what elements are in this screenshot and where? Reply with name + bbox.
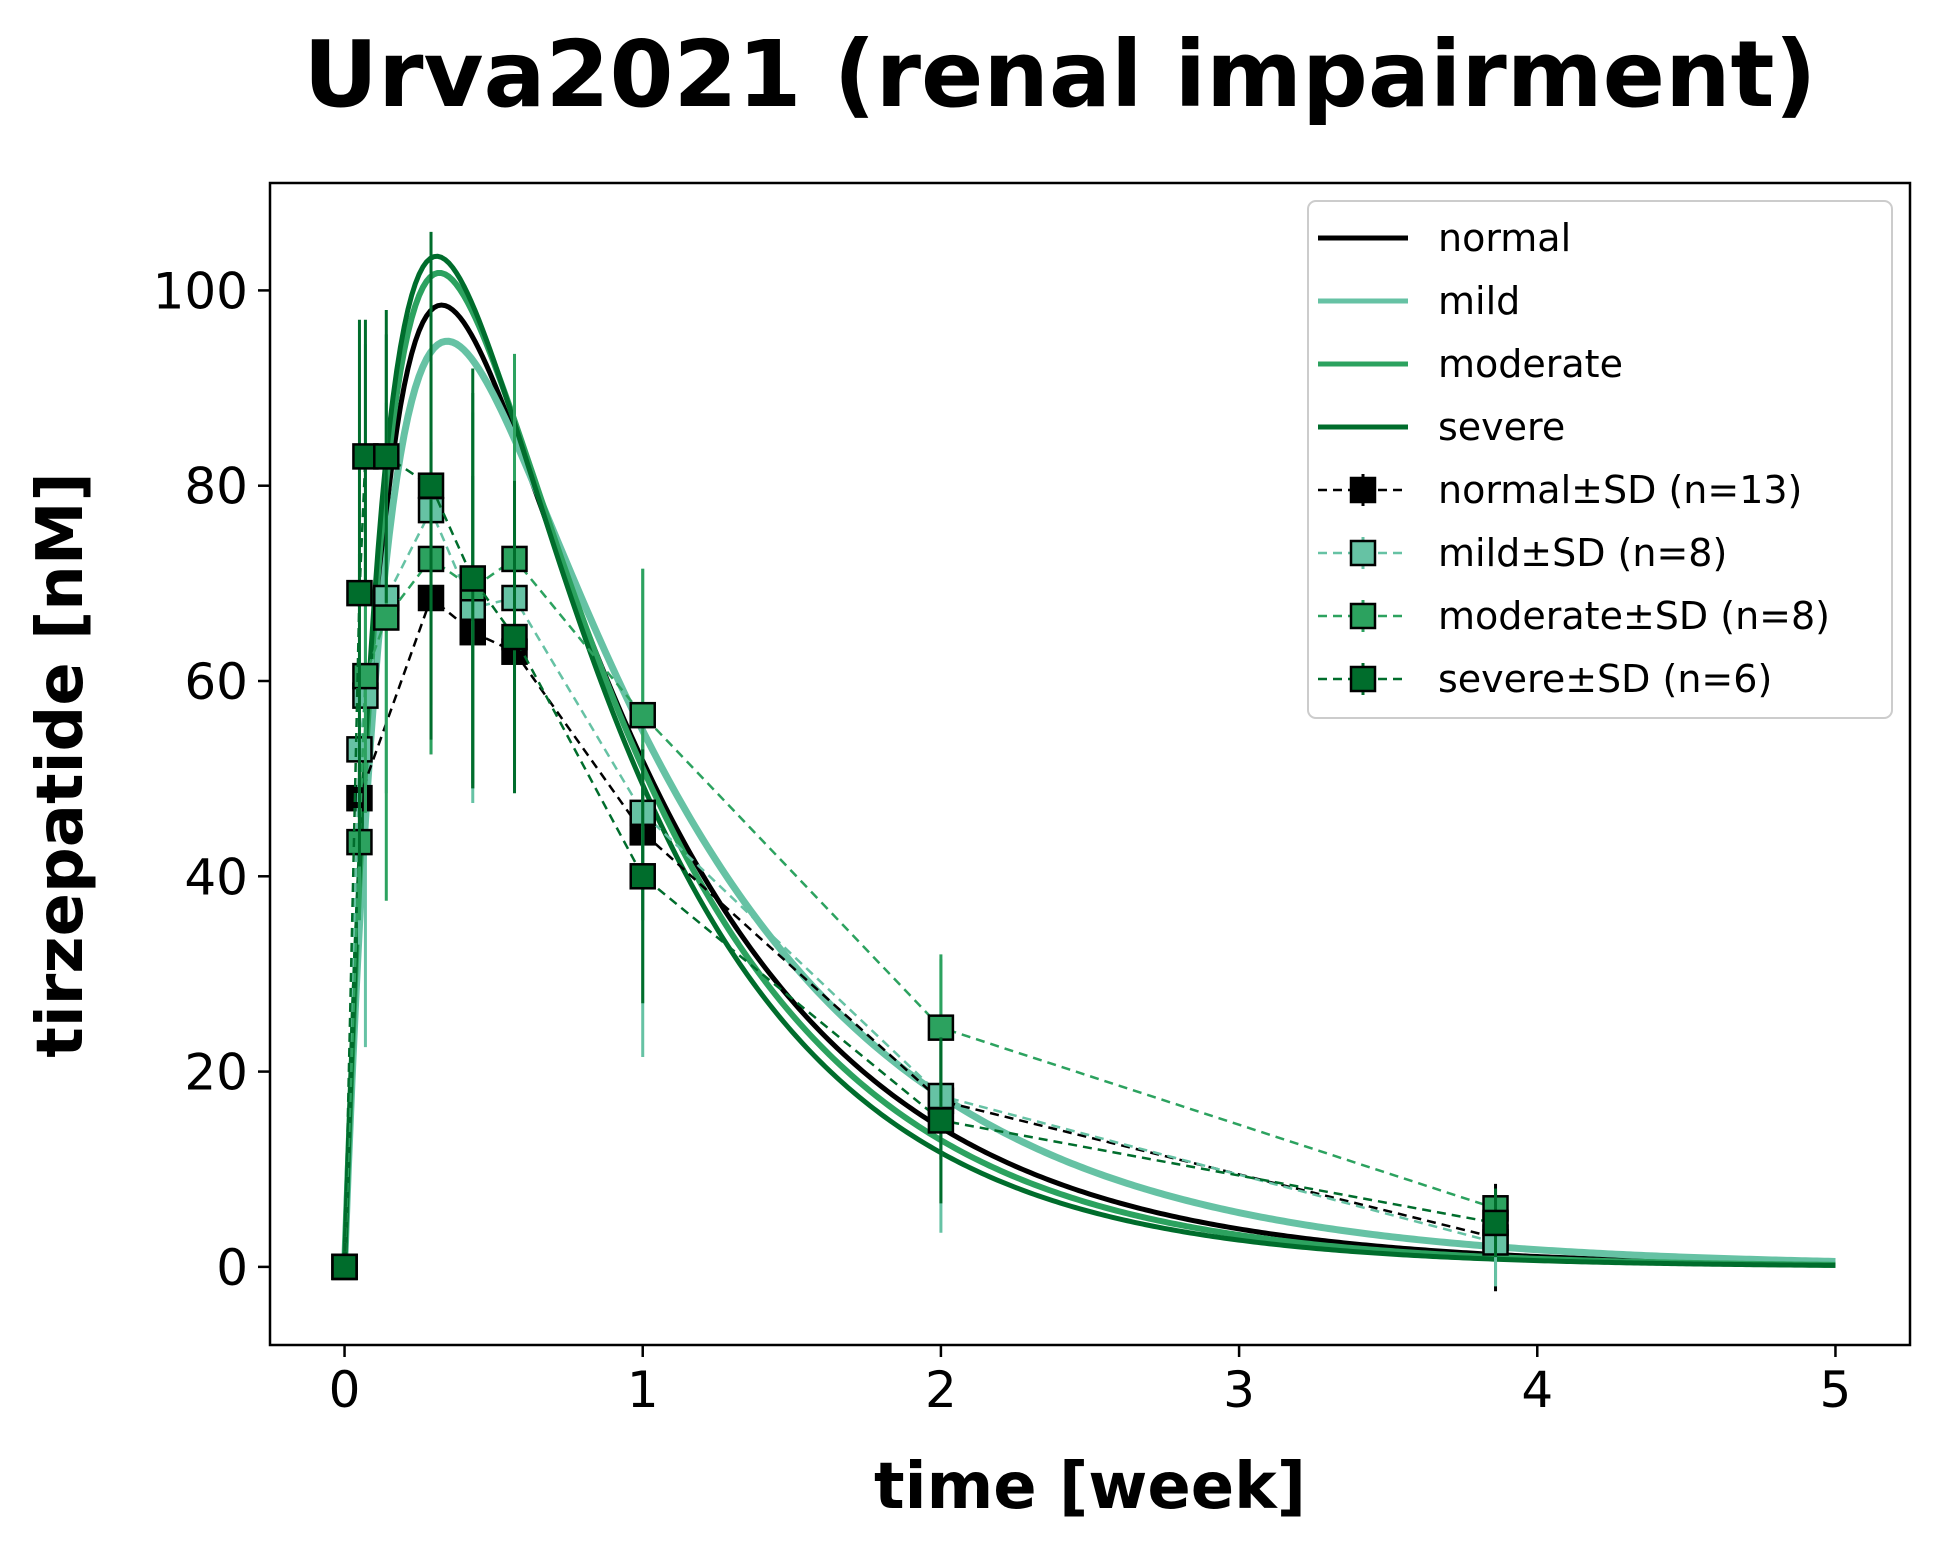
chart-title: Urva2021 (renal impairment) xyxy=(303,21,1816,128)
y-tick-label: 20 xyxy=(184,1044,248,1102)
legend-label: severe xyxy=(1438,405,1565,449)
y-tick-label: 40 xyxy=(184,848,248,906)
legend-item-moderate: moderate xyxy=(1318,342,1623,386)
data-point xyxy=(927,1014,955,1041)
x-axis: 0 1 2 3 4 5 xyxy=(329,1345,1852,1419)
x-tick-label: 4 xyxy=(1521,1361,1553,1419)
y-tick-label: 60 xyxy=(184,653,248,711)
legend-marker xyxy=(1349,476,1377,504)
legend: normal mild moderate severe normal±SD (n=13)… xyxy=(1307,200,1893,719)
y-tick-label: 80 xyxy=(184,458,248,516)
legend-item-normal-sd-n-13: normal±SD (n=13) xyxy=(1318,468,1802,512)
x-tick-label: 0 xyxy=(329,1361,361,1419)
legend-label: normal xyxy=(1438,216,1571,260)
data-point xyxy=(459,565,487,592)
data-point xyxy=(1482,1209,1509,1237)
y-tick-label: 100 xyxy=(153,262,248,320)
model-line-mild xyxy=(341,337,1836,1268)
data-point xyxy=(373,604,400,631)
legend-box xyxy=(1307,200,1893,719)
legend-label: severe±SD (n=6) xyxy=(1438,657,1772,701)
x-tick-label: 3 xyxy=(1223,1361,1255,1419)
x-tick-label: 5 xyxy=(1820,1361,1852,1419)
plot-frame xyxy=(268,181,1912,1347)
model-line-severe xyxy=(342,253,1836,1268)
data-line xyxy=(343,595,1496,1267)
data-line xyxy=(343,557,1496,1267)
data-line xyxy=(343,455,1496,1267)
data-point xyxy=(346,579,373,607)
legend-marker xyxy=(1349,602,1377,630)
x-tick-label: 2 xyxy=(925,1361,957,1419)
data-point xyxy=(501,623,528,651)
legend-label: moderate xyxy=(1438,342,1623,386)
x-axis-label: time [week] xyxy=(874,1450,1306,1524)
legend-item-mild: mild xyxy=(1318,279,1520,323)
data-point xyxy=(927,1107,955,1134)
data-point xyxy=(629,863,656,890)
y-axis: 0 20 40 60 80 100 xyxy=(153,262,270,1297)
data-point xyxy=(373,443,400,470)
data-point xyxy=(352,662,379,690)
data-point xyxy=(417,472,445,499)
legend-item-normal: normal xyxy=(1318,216,1571,260)
data-line xyxy=(343,507,1496,1267)
y-axis-label: tirzepatide [nM] xyxy=(24,472,98,1058)
legend-item-severe-sd-n-6: severe±SD (n=6) xyxy=(1318,657,1772,701)
x-tick-label: 1 xyxy=(627,1361,659,1419)
legend-item-mild-sd-n-8: mild±SD (n=8) xyxy=(1318,531,1727,575)
legend-label: normal±SD (n=13) xyxy=(1438,468,1802,512)
legend-label: moderate±SD (n=8) xyxy=(1438,594,1830,638)
data-series-severe-sd-n-6 xyxy=(331,231,1509,1281)
legend-marker xyxy=(1349,539,1377,567)
y-tick-label: 0 xyxy=(216,1239,248,1297)
data-point xyxy=(331,1253,358,1281)
legend-item-severe: severe xyxy=(1318,405,1565,449)
legend-marker xyxy=(1349,665,1377,693)
plot-area xyxy=(331,231,1836,1292)
legend-label: mild±SD (n=8) xyxy=(1438,531,1727,575)
data-point xyxy=(629,701,656,729)
legend-item-moderate-sd-n-8: moderate±SD (n=8) xyxy=(1318,594,1830,638)
legend-label: mild xyxy=(1438,279,1520,323)
